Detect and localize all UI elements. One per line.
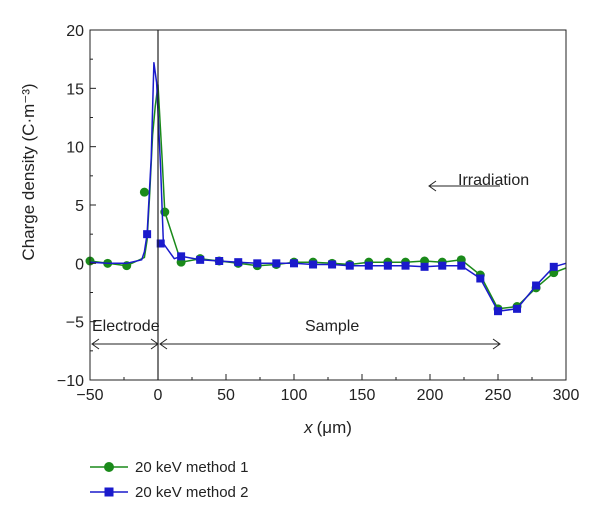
y-tick-label: 0 [75, 256, 84, 273]
y-tick-label: 20 [66, 23, 84, 40]
data-point-method-1 [139, 187, 149, 197]
x-tick-label: 300 [553, 387, 580, 404]
series-line-method-2 [89, 61, 567, 312]
sample-arrow-left-head [159, 338, 168, 350]
data-point-method-2 [215, 257, 224, 265]
data-point-method-2 [290, 259, 298, 268]
y-axis-label: Charge density (C·m⁻³) [19, 83, 38, 260]
x-tick-label: 250 [485, 387, 512, 404]
data-point-method-2 [234, 258, 243, 267]
data-point-method-2 [156, 239, 165, 248]
sample-arrow-right-head [492, 338, 501, 350]
x-tick-label: 100 [281, 387, 308, 404]
data-point-method-2 [364, 261, 373, 270]
x-tick-label: 50 [217, 387, 235, 404]
legend: 20 keV method 1 20 keV method 2 [90, 459, 248, 501]
sample-annotation: Sample [305, 318, 359, 335]
y-tick-label: −10 [57, 373, 84, 390]
data-point-method-2 [438, 261, 447, 270]
irradiation-arrow-head [428, 180, 437, 192]
data-point-method-2 [253, 259, 262, 268]
y-tick-label: 15 [66, 81, 84, 98]
data-point-method-2 [494, 307, 502, 316]
data-point-method-2 [309, 260, 318, 269]
x-axis-label: x (μm) [303, 418, 352, 437]
x-tick-label: −50 [76, 387, 103, 404]
x-axis-label-variable: x [303, 418, 313, 437]
electrode-arrow-left-head [91, 338, 100, 350]
data-point-method-2 [513, 304, 522, 313]
y-tick-label: 5 [75, 198, 84, 215]
legend-marker-method-1 [104, 462, 114, 472]
data-point-method-2 [177, 252, 186, 261]
data-point-method-2 [401, 261, 410, 270]
data-point-method-2 [383, 261, 392, 270]
y-tick-label: 10 [66, 140, 84, 157]
data-point-method-2 [196, 255, 205, 264]
legend-item-method-2: 20 keV method 2 [90, 484, 248, 501]
legend-label-method-1: 20 keV method 1 [135, 459, 248, 476]
legend-marker-method-2 [104, 487, 114, 497]
electrode-annotation: Electrode [92, 318, 160, 335]
electrode-arrow-right-head [150, 338, 159, 350]
data-point-method-2 [476, 274, 485, 283]
x-tick-label: 0 [154, 387, 163, 404]
data-point-method-2 [328, 260, 337, 269]
y-tick-label: −5 [66, 315, 84, 332]
legend-label-method-2: 20 keV method 2 [135, 484, 248, 501]
data-point-method-2 [272, 259, 281, 268]
data-point-method-2 [345, 261, 354, 270]
x-tick-label: 200 [417, 387, 444, 404]
legend-item-method-1: 20 keV method 1 [90, 459, 248, 476]
x-axis-label-unit: (μm) [317, 418, 352, 437]
data-point-method-2 [532, 281, 541, 290]
data-point-method-2 [549, 262, 558, 271]
series-layer [85, 61, 567, 316]
data-point-method-2 [143, 230, 152, 239]
x-tick-label: 150 [349, 387, 376, 404]
irradiation-annotation: Irradiation [458, 172, 529, 189]
data-point-method-2 [457, 261, 466, 270]
data-point-method-2 [420, 262, 429, 271]
